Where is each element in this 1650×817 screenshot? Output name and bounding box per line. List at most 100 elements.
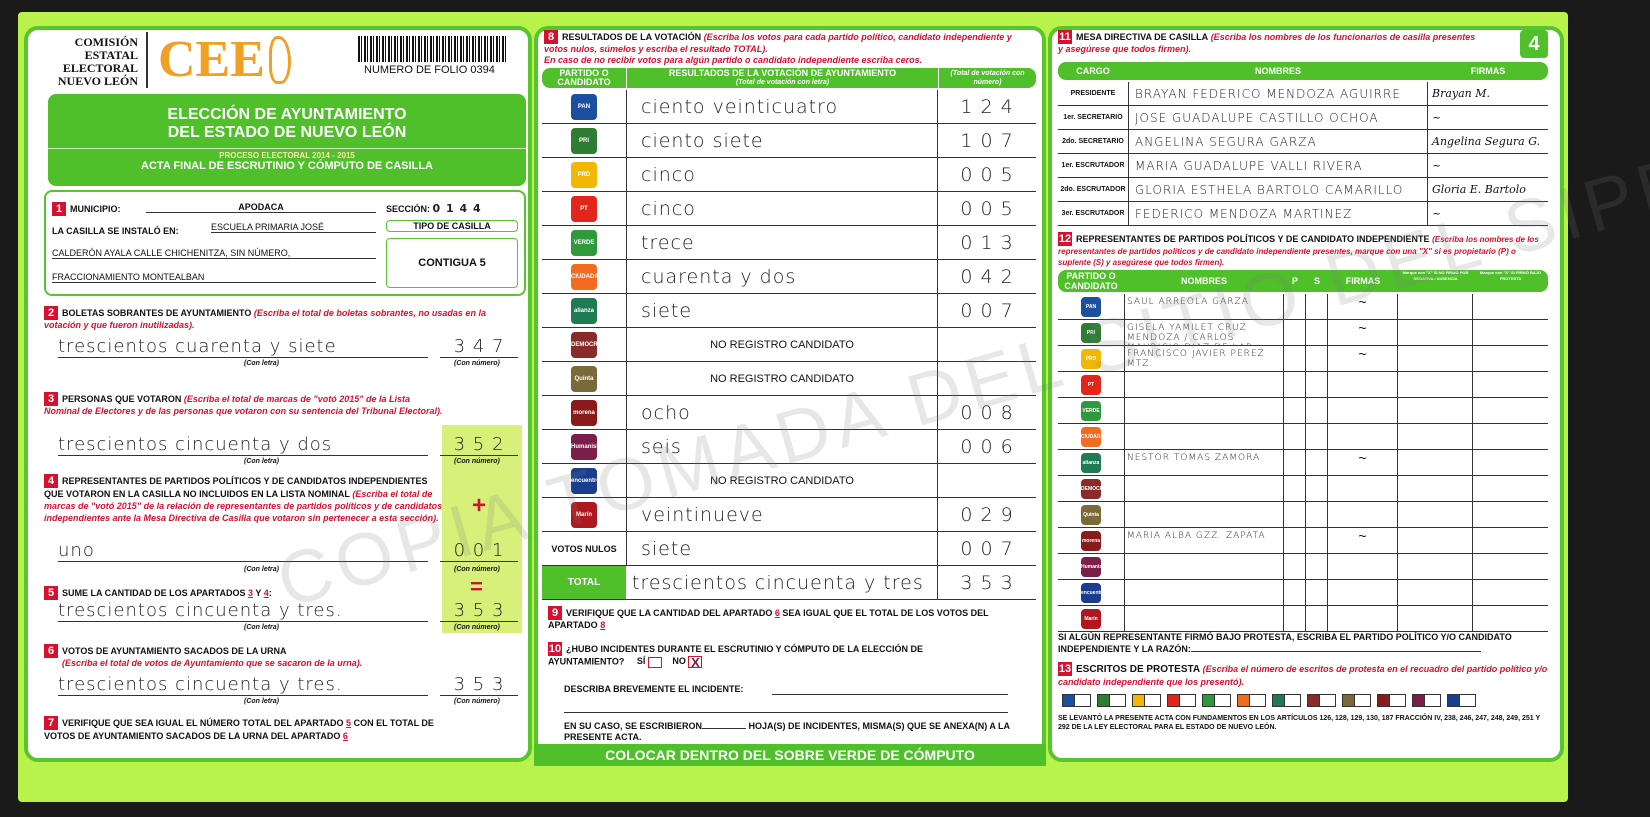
representante-row: CIUDADANO [1058, 424, 1548, 450]
protesta-cell[interactable] [1473, 398, 1548, 423]
p-cell[interactable] [1284, 528, 1306, 553]
p-cell[interactable] [1284, 424, 1306, 449]
escritos-protesta-boxes [1062, 694, 1552, 707]
protest-count-field[interactable] [1390, 694, 1406, 707]
suma-numero: 3 5 3 [440, 600, 518, 622]
s-cell[interactable] [1306, 398, 1328, 423]
section-title: VOTOS DE AYUNTAMIENTO SACADOS DE LA URNA [62, 646, 287, 656]
protesta-cell[interactable] [1473, 320, 1548, 345]
cee-logo: CEE [146, 32, 292, 88]
s-cell[interactable] [1306, 294, 1328, 319]
p-cell[interactable] [1284, 320, 1306, 345]
protest-count-field[interactable] [1075, 694, 1091, 707]
s-cell[interactable] [1306, 450, 1328, 475]
protesta-cell[interactable] [1473, 580, 1548, 605]
negativa-cell[interactable] [1398, 606, 1473, 631]
party-logo-icon: PRI [1081, 322, 1101, 343]
negativa-cell[interactable] [1398, 424, 1473, 449]
section-text: CON EL TOTAL DE VOTOS DE AYUNTAMIENTO SA… [44, 718, 434, 741]
protesta-cell[interactable] [1473, 346, 1548, 371]
p-cell[interactable] [1284, 294, 1306, 319]
apartado-ref: 6 [774, 608, 780, 618]
negativa-cell[interactable] [1398, 528, 1473, 553]
protest-count-field[interactable] [1460, 694, 1476, 707]
section-note: (Escriba el total de boletas sobrantes, … [44, 308, 486, 330]
protesta-cell[interactable] [1473, 528, 1548, 553]
si-checkbox[interactable] [647, 656, 662, 668]
address-line: CALDERÓN AYALA CALLE CHICHENITZA, SIN NÚ… [52, 248, 376, 259]
negativa-cell[interactable] [1398, 476, 1473, 501]
negativa-cell[interactable] [1398, 554, 1473, 579]
party-logo-icon: morena [571, 399, 597, 426]
seccion-value: 0 1 4 4 [432, 202, 482, 215]
tipo-casilla-value: CONTIGUA 5 [386, 238, 518, 288]
representantes-numero: 0 0 1 [440, 540, 518, 562]
p-cell[interactable] [1284, 476, 1306, 501]
p-cell[interactable] [1284, 346, 1306, 371]
party-cell: encuentro [1058, 580, 1124, 605]
p-cell[interactable] [1284, 606, 1306, 631]
si-label: SÍ [636, 656, 646, 667]
protest-count-field[interactable] [1145, 694, 1161, 707]
protesta-cell[interactable] [1473, 606, 1548, 631]
protesta-field[interactable] [1190, 643, 1481, 652]
negativa-cell[interactable] [1398, 320, 1473, 345]
party-logo-icon: PRD [1081, 348, 1101, 369]
p-cell[interactable] [1284, 580, 1306, 605]
protest-count-field[interactable] [1285, 694, 1301, 707]
protest-count-field[interactable] [1215, 694, 1231, 707]
party-logo-icon: encuentro [1081, 582, 1101, 603]
results-row: morena ocho 0 0 8 [542, 396, 1036, 430]
protest-count-field[interactable] [1180, 694, 1196, 707]
firma-cell [1328, 398, 1398, 423]
negativa-cell[interactable] [1398, 502, 1473, 527]
negativa-cell[interactable] [1398, 294, 1473, 319]
protest-count-field[interactable] [1110, 694, 1126, 707]
column-header: PARTIDO O CANDIDATO [557, 68, 611, 87]
p-cell[interactable] [1284, 398, 1306, 423]
protest-count-field[interactable] [1250, 694, 1266, 707]
s-cell[interactable] [1306, 554, 1328, 579]
s-cell[interactable] [1306, 346, 1328, 371]
protest-count-field[interactable] [1425, 694, 1441, 707]
s-cell[interactable] [1306, 606, 1328, 631]
s-cell[interactable] [1306, 528, 1328, 553]
p-cell[interactable] [1284, 372, 1306, 397]
no-checkbox[interactable]: X [688, 656, 703, 669]
firma-cell: ~ [1328, 528, 1398, 553]
con-letra-label: (Con letra) [244, 458, 279, 465]
negativa-cell[interactable] [1398, 580, 1473, 605]
protesta-cell[interactable] [1473, 294, 1548, 319]
negativa-cell[interactable] [1398, 346, 1473, 371]
representante-row: morena MARIA ALBA GZZ. ZAPATA ~ [1058, 528, 1548, 554]
protesta-cell[interactable] [1473, 450, 1548, 475]
negativa-cell[interactable] [1398, 372, 1473, 397]
p-cell[interactable] [1284, 502, 1306, 527]
hojas-count-field[interactable] [702, 720, 747, 729]
mesa-row: 1er. ESCRUTADOR MARIA GUADALUPE VALLI RIV… [1058, 154, 1548, 178]
s-cell[interactable] [1306, 502, 1328, 527]
protest-count-field[interactable] [1355, 694, 1371, 707]
p-cell[interactable] [1284, 554, 1306, 579]
results-row: PRD cinco 0 0 5 [542, 158, 1036, 192]
p-cell[interactable] [1284, 450, 1306, 475]
protesta-cell[interactable] [1473, 502, 1548, 527]
column-header: P [1291, 276, 1298, 286]
s-cell[interactable] [1306, 424, 1328, 449]
incident-line[interactable] [772, 684, 1008, 695]
s-cell[interactable] [1306, 372, 1328, 397]
incident-line[interactable] [564, 702, 1008, 713]
section-2: 2 BOLETAS SOBRANTES DE AYUNTAMIENTO (Escr… [44, 306, 524, 367]
s-cell[interactable] [1306, 320, 1328, 345]
s-cell[interactable] [1306, 476, 1328, 501]
votos-numero: 1 0 7 [960, 130, 1014, 152]
protesta-cell[interactable] [1473, 554, 1548, 579]
negativa-cell[interactable] [1398, 450, 1473, 475]
party-cell: PT [1058, 372, 1124, 397]
negativa-cell[interactable] [1398, 398, 1473, 423]
protesta-cell[interactable] [1473, 372, 1548, 397]
s-cell[interactable] [1306, 580, 1328, 605]
protesta-cell[interactable] [1473, 476, 1548, 501]
protesta-cell[interactable] [1473, 424, 1548, 449]
protest-count-field[interactable] [1320, 694, 1336, 707]
